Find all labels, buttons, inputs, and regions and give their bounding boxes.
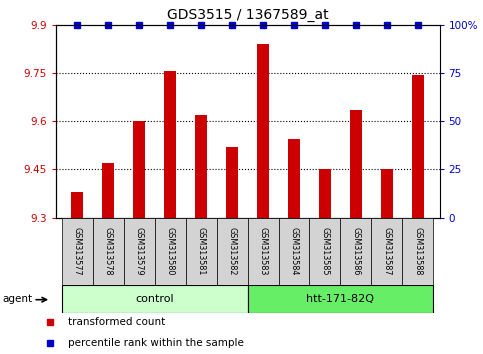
Bar [226,147,238,218]
Bar [371,218,402,285]
Bar [279,218,310,285]
Text: GSM313580: GSM313580 [166,227,175,275]
Bar [133,121,145,218]
Title: GDS3515 / 1367589_at: GDS3515 / 1367589_at [167,8,328,22]
Bar [216,218,248,285]
Bar [350,110,362,218]
Bar [195,115,207,218]
Text: GSM313578: GSM313578 [104,227,113,276]
Bar [185,218,216,285]
Text: GSM313585: GSM313585 [320,227,329,276]
Bar [381,170,393,218]
Text: agent: agent [3,293,33,304]
Bar [412,75,424,218]
Text: GSM313582: GSM313582 [227,227,237,276]
Bar [248,285,433,313]
Bar [341,218,371,285]
Bar [62,218,93,285]
Bar [93,218,124,285]
Bar [257,44,269,218]
Text: GSM313581: GSM313581 [197,227,206,275]
Text: htt-171-82Q: htt-171-82Q [306,294,374,304]
Text: GSM313579: GSM313579 [135,227,143,276]
Bar [124,218,155,285]
Bar [71,192,84,218]
Text: GSM313583: GSM313583 [258,227,268,275]
Text: percentile rank within the sample: percentile rank within the sample [68,338,243,348]
Bar [62,285,248,313]
Text: GSM313587: GSM313587 [383,227,391,276]
Bar [248,218,279,285]
Text: GSM313577: GSM313577 [73,227,82,276]
Text: GSM313586: GSM313586 [352,227,360,275]
Text: GSM313588: GSM313588 [413,227,422,275]
Bar [155,218,185,285]
Bar [288,139,300,218]
Bar [102,163,114,218]
Bar [164,72,176,218]
Bar [319,170,331,218]
Bar [402,218,433,285]
Text: GSM313584: GSM313584 [289,227,298,275]
Text: transformed count: transformed count [68,317,165,327]
Text: control: control [135,294,174,304]
Bar [310,218,341,285]
